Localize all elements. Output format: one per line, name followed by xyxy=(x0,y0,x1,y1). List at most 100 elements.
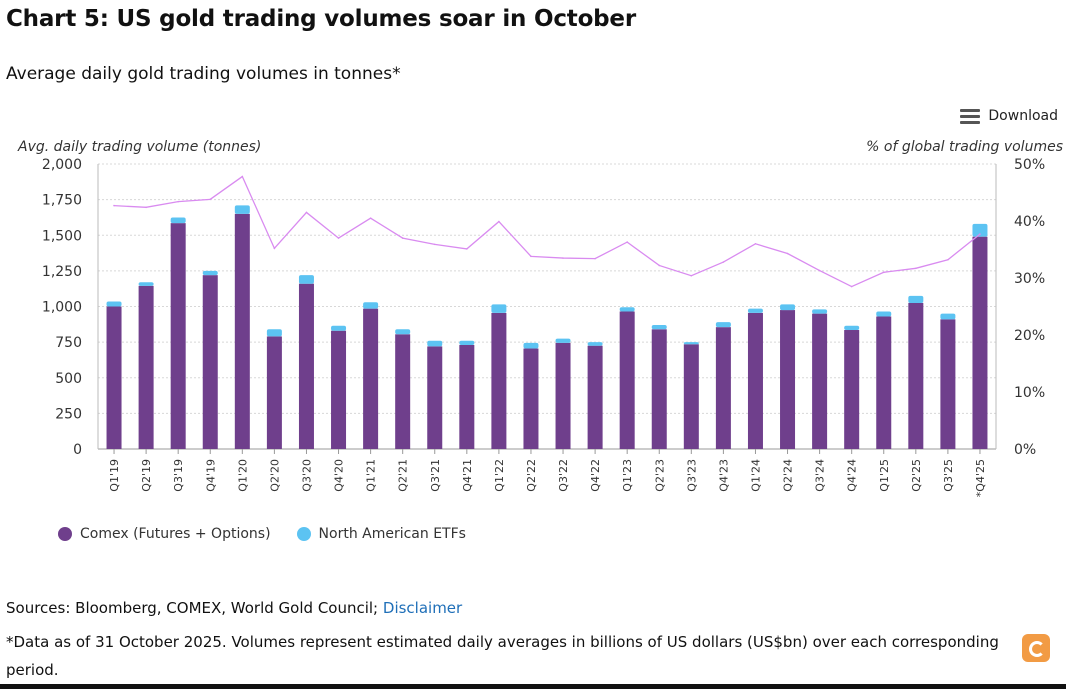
bar-etf xyxy=(940,313,956,320)
line-point xyxy=(369,217,372,219)
line-point xyxy=(850,285,853,288)
bar-comex xyxy=(683,344,699,449)
line-point xyxy=(915,267,917,270)
x-tick-label: Q3'19 xyxy=(172,459,185,492)
y2-tick-label: 0% xyxy=(1014,442,1036,458)
x-tick-label: *Q4'25 xyxy=(974,459,987,497)
y2-tick-label: 30% xyxy=(1014,271,1045,287)
bar-comex xyxy=(106,306,122,449)
bar-etf xyxy=(202,270,218,276)
bar-comex xyxy=(972,236,988,449)
x-tick-label: Q2'24 xyxy=(782,459,795,492)
line-point xyxy=(979,233,981,235)
download-label: Download xyxy=(988,108,1058,124)
x-tick-label: Q3'20 xyxy=(300,459,313,492)
bar-etf xyxy=(972,223,988,237)
line-point xyxy=(273,247,276,250)
bar-comex xyxy=(555,342,571,449)
disclaimer-link[interactable]: Disclaimer xyxy=(382,599,463,617)
bar-comex xyxy=(844,330,860,449)
bar-etf xyxy=(683,342,699,345)
legend-swatch-comex xyxy=(58,527,72,541)
x-tick-label: Q1'20 xyxy=(236,459,249,492)
x-tick-label: Q2'25 xyxy=(910,459,923,492)
x-tick-label: Q2'21 xyxy=(397,459,410,492)
line-point xyxy=(594,257,596,260)
bar-etf xyxy=(555,338,571,343)
x-tick-label: Q1'19 xyxy=(108,459,121,492)
bar-comex xyxy=(587,345,603,449)
line-point xyxy=(626,241,628,243)
line-point xyxy=(241,175,244,178)
bar-comex xyxy=(619,311,635,449)
chart-subtitle: Average daily gold trading volumes in to… xyxy=(6,64,401,84)
legend-item-etf[interactable]: North American ETFs xyxy=(296,526,466,542)
bar-comex xyxy=(202,275,218,449)
bar-comex xyxy=(491,312,507,449)
bar-comex xyxy=(138,285,154,449)
chart-canvas: Avg. daily trading volume (tonnes) % of g… xyxy=(17,139,1063,497)
line-point xyxy=(786,252,789,255)
y-tick-label: 1,250 xyxy=(42,264,82,280)
x-tick-label: Q2'22 xyxy=(525,459,538,492)
y2-tick-label: 20% xyxy=(1014,328,1045,344)
y-tick-label: 2,000 xyxy=(42,157,82,173)
legend-item-comex[interactable]: Comex (Futures + Options) xyxy=(58,526,271,542)
bar-etf xyxy=(491,304,507,313)
download-button[interactable]: Download xyxy=(960,108,1058,124)
bar-comex xyxy=(651,329,667,449)
bar-etf xyxy=(170,217,186,224)
bar-etf xyxy=(298,275,314,284)
hamburger-menu-icon xyxy=(960,108,981,124)
bar-comex xyxy=(395,334,411,449)
watermark-icon xyxy=(1022,634,1050,662)
x-tick-label: Q3'25 xyxy=(942,459,955,492)
y-tick-label: 750 xyxy=(55,335,82,351)
x-tick-label: Q4'22 xyxy=(589,459,602,492)
legend-label-etf: North American ETFs xyxy=(318,526,466,542)
chart-title: Chart 5: US gold trading volumes soar in… xyxy=(6,6,636,32)
y-tick-label: 500 xyxy=(55,371,82,387)
line-point xyxy=(145,206,147,209)
bar-etf xyxy=(459,340,475,345)
bar-etf xyxy=(780,304,796,311)
y2-axis-title: % of global trading volumes xyxy=(866,139,1063,155)
bar-comex xyxy=(780,310,796,449)
legend-label-comex: Comex (Futures + Options) xyxy=(80,526,271,542)
bar-etf xyxy=(427,340,443,347)
bar-comex xyxy=(298,283,314,449)
x-tick-label: Q3'24 xyxy=(814,459,827,492)
bar-etf xyxy=(619,307,635,312)
y-tick-label: 1,500 xyxy=(42,228,82,244)
line-point xyxy=(466,248,468,250)
x-tick-label: Q4'19 xyxy=(204,459,217,492)
bar-comex xyxy=(234,213,250,449)
line-point xyxy=(433,243,436,246)
y-axis-title: Avg. daily trading volume (tonnes) xyxy=(17,139,261,155)
bar-comex xyxy=(523,348,539,449)
bar-etf xyxy=(747,308,763,313)
line-point xyxy=(177,200,179,203)
x-tick-label: Q1'21 xyxy=(365,459,378,492)
y-tick-label: 250 xyxy=(55,406,82,422)
x-tick-label: Q2'23 xyxy=(653,459,666,492)
x-tick-label: Q4'20 xyxy=(333,459,346,492)
bar-comex xyxy=(747,312,763,449)
x-tick-label: Q1'24 xyxy=(749,459,762,492)
x-tick-label: Q4'24 xyxy=(846,459,859,492)
bar-comex xyxy=(459,344,475,449)
bar-etf xyxy=(587,342,603,346)
line-point xyxy=(530,255,532,258)
bar-comex xyxy=(940,319,956,449)
x-tick-label: Q1'25 xyxy=(878,459,891,492)
bar-comex xyxy=(331,330,347,449)
y2-tick-label: 40% xyxy=(1014,214,1045,230)
bar-comex xyxy=(876,316,892,449)
y-tick-label: 1,000 xyxy=(42,300,82,316)
sources-line: Sources: Bloomberg, COMEX, World Gold Co… xyxy=(6,599,462,617)
line-point xyxy=(722,261,725,263)
bar-comex xyxy=(427,346,443,449)
bar-etf xyxy=(812,309,828,314)
bar-etf xyxy=(266,329,282,337)
bar-comex xyxy=(812,313,828,449)
